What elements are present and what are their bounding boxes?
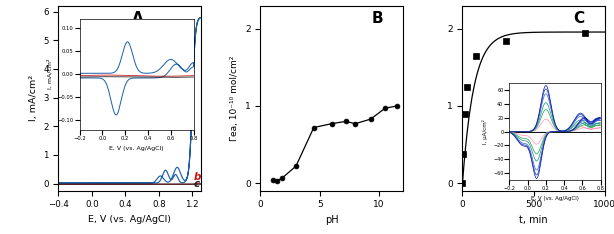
Text: a: a: [180, 55, 187, 65]
Text: c: c: [194, 179, 200, 189]
Text: b: b: [194, 172, 201, 182]
Text: C: C: [573, 11, 585, 26]
Y-axis label: Γea, 10⁻¹⁰ mol/cm²: Γea, 10⁻¹⁰ mol/cm²: [230, 56, 239, 141]
Y-axis label: I, mA/cm²: I, mA/cm²: [29, 75, 37, 121]
Text: B: B: [371, 11, 383, 26]
Text: A: A: [133, 11, 144, 26]
X-axis label: E, V (vs. Ag/AgCl): E, V (vs. Ag/AgCl): [88, 215, 171, 224]
X-axis label: t, min: t, min: [519, 215, 548, 225]
X-axis label: pH: pH: [325, 215, 338, 225]
